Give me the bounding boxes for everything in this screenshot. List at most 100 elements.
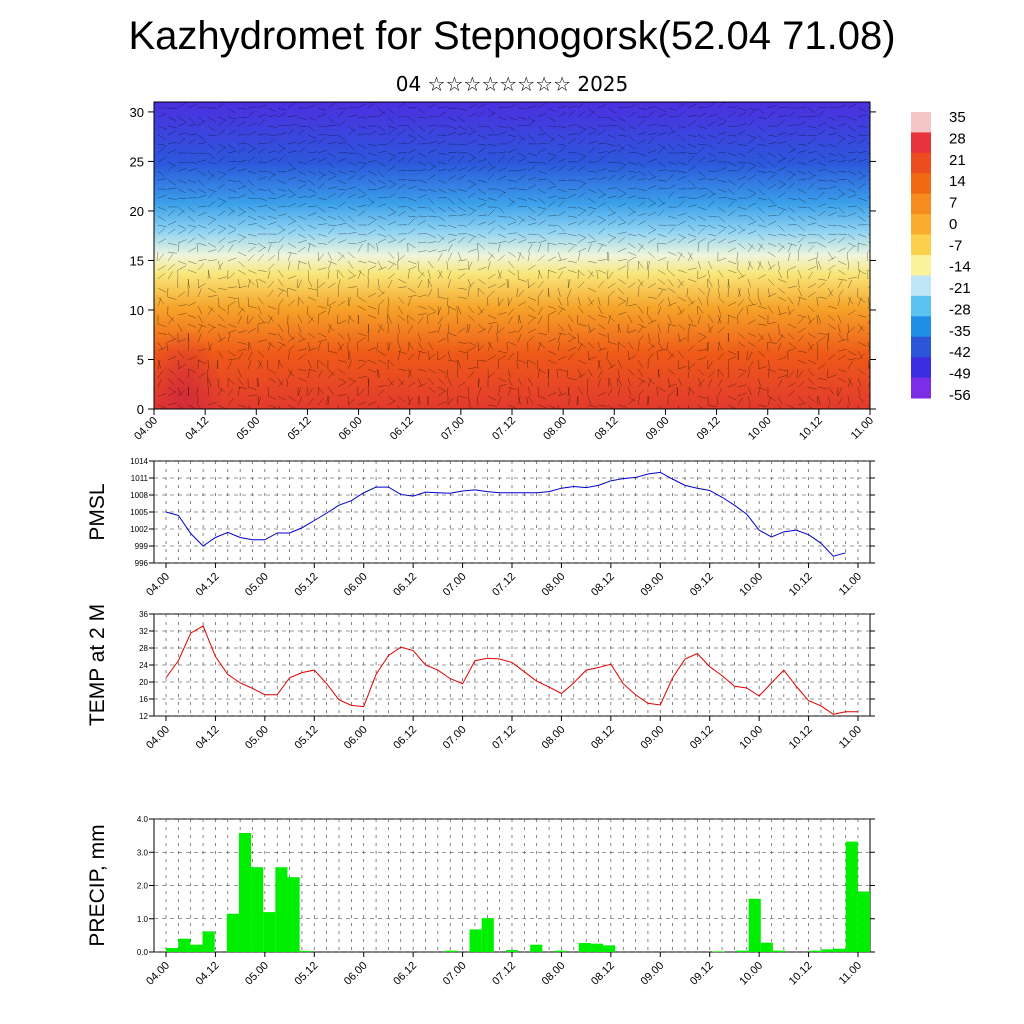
wind-barb xyxy=(687,114,697,118)
wind-barb xyxy=(587,404,597,408)
wind-barb xyxy=(347,377,357,382)
wind-barb xyxy=(167,356,177,361)
wind-barb xyxy=(817,161,827,167)
wind-barb xyxy=(647,314,654,323)
wind-barb xyxy=(197,205,207,208)
wind-barb xyxy=(707,102,716,109)
wind-barb xyxy=(567,215,577,218)
wind-barb xyxy=(837,160,847,163)
wind-barb xyxy=(837,178,847,181)
wind-barb xyxy=(217,404,227,409)
wind-barb xyxy=(747,230,757,235)
wind-barb xyxy=(447,151,457,154)
wind-barb xyxy=(296,278,299,288)
wind-barb xyxy=(506,279,509,289)
wind-barb xyxy=(427,124,437,127)
wind-barb xyxy=(377,150,387,154)
precip-bar xyxy=(202,931,215,952)
wind-barb xyxy=(457,381,466,388)
wind-barb xyxy=(827,212,837,217)
wind-barb xyxy=(717,341,723,351)
wind-barb xyxy=(597,242,607,247)
wind-barb xyxy=(627,282,636,289)
wind-barb xyxy=(617,368,620,378)
series-line xyxy=(165,471,846,557)
wind-barb xyxy=(717,326,725,334)
wind-barb xyxy=(667,130,676,136)
wind-barb xyxy=(847,296,854,305)
wind-barb xyxy=(317,359,326,366)
wind-barb xyxy=(217,305,226,312)
wind-barb xyxy=(237,194,247,199)
wind-barb xyxy=(857,368,866,375)
wind-barb xyxy=(257,296,264,305)
wind-barb xyxy=(797,206,807,208)
wind-barb xyxy=(277,298,284,307)
x-tick-label: 11.00 xyxy=(849,415,876,442)
wind-barb xyxy=(617,341,626,348)
precip-bar xyxy=(736,950,749,952)
wind-barb xyxy=(697,332,707,337)
wind-barb xyxy=(487,197,497,201)
wind-barb xyxy=(357,210,366,217)
wind-barb xyxy=(287,161,295,169)
wind-barb xyxy=(847,188,857,193)
wind-barb xyxy=(767,197,776,205)
wind-barb xyxy=(447,279,451,289)
x-tick-label: 08.12 xyxy=(589,724,617,752)
wind-barb xyxy=(457,132,467,136)
wind-barb xyxy=(737,392,747,397)
wind-barb xyxy=(397,314,406,321)
wind-barb xyxy=(627,377,631,387)
wind-barb xyxy=(377,278,380,288)
wind-barb xyxy=(707,143,716,150)
wind-barb xyxy=(597,259,607,262)
wind-barb xyxy=(267,263,275,271)
wind-barb xyxy=(757,332,764,341)
wind-barb xyxy=(557,258,567,262)
wind-barb xyxy=(777,323,781,333)
wind-barb xyxy=(247,170,257,175)
wind-barb xyxy=(227,286,237,289)
wind-barb xyxy=(197,134,206,141)
wind-barb xyxy=(357,315,360,325)
wind-barb xyxy=(237,404,247,408)
wind-barb xyxy=(357,244,363,253)
wind-barb xyxy=(197,324,203,334)
wind-barb xyxy=(577,156,586,163)
wind-barb xyxy=(817,395,821,405)
wind-barb xyxy=(797,314,807,318)
wind-barb xyxy=(257,278,267,284)
wind-barb xyxy=(456,360,459,370)
wind-barb xyxy=(617,287,625,295)
wind-barb xyxy=(267,138,276,145)
wind-barb xyxy=(157,359,162,369)
wind-barb xyxy=(407,266,417,271)
wind-barb xyxy=(397,368,407,371)
wind-barb xyxy=(357,363,366,370)
wind-barb xyxy=(537,133,547,136)
wind-barb xyxy=(347,351,350,361)
wind-barb xyxy=(427,215,437,217)
wind-barb xyxy=(387,206,396,213)
wind-barb xyxy=(717,315,722,325)
wind-barb xyxy=(517,325,523,334)
wind-barb xyxy=(197,348,207,352)
wind-barb xyxy=(167,253,174,262)
wind-barb xyxy=(497,311,507,316)
wind-barb xyxy=(357,204,367,208)
wind-barb xyxy=(797,121,806,127)
wind-barb xyxy=(867,143,870,145)
wind-barb xyxy=(397,404,399,409)
wind-barb xyxy=(587,314,596,321)
wind-barb xyxy=(467,386,470,396)
wind-barb xyxy=(757,161,765,169)
wind-barb xyxy=(407,314,415,322)
wind-barb xyxy=(637,314,644,323)
x-tick-label: 10.12 xyxy=(797,415,825,443)
wind-barb xyxy=(777,368,787,372)
wind-barb xyxy=(357,143,367,149)
y-tick-label: 4.0 xyxy=(137,815,149,824)
wind-barb xyxy=(777,183,786,190)
wind-barb xyxy=(667,296,671,306)
